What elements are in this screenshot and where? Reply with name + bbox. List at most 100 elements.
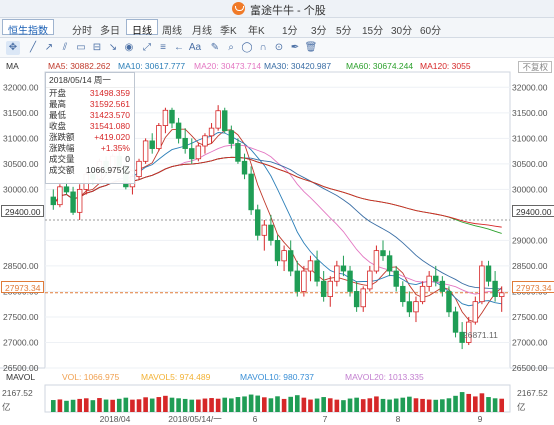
candle-body[interactable] bbox=[459, 331, 465, 343]
candle-body[interactable] bbox=[301, 270, 307, 292]
rect-icon[interactable]: ▭ bbox=[76, 42, 86, 53]
tab-index[interactable]: 恒生指数 bbox=[2, 19, 54, 37]
candle-body[interactable] bbox=[485, 265, 492, 282]
candle-body[interactable] bbox=[215, 110, 221, 129]
candle-body[interactable] bbox=[380, 250, 386, 257]
zoom-icon[interactable]: ⌕ bbox=[228, 42, 234, 53]
candle-body[interactable] bbox=[228, 130, 235, 144]
measure-icon[interactable]: ⊟ bbox=[92, 42, 102, 53]
candle-body[interactable] bbox=[367, 270, 373, 290]
candle-body[interactable] bbox=[419, 285, 426, 303]
crosshair-icon[interactable]: ✥ bbox=[6, 41, 20, 55]
tab-quarterly[interactable]: 季K bbox=[220, 26, 237, 37]
brush-icon[interactable]: ✎ bbox=[210, 42, 220, 53]
candle-body[interactable] bbox=[149, 140, 155, 149]
tab-3min[interactable]: 3分 bbox=[311, 26, 327, 37]
tab-daily[interactable]: 日线 bbox=[126, 19, 158, 37]
candle-body[interactable] bbox=[353, 291, 360, 308]
candle-body[interactable] bbox=[57, 186, 63, 206]
parallel-icon[interactable]: ⫽ bbox=[62, 42, 68, 53]
candle-body[interactable] bbox=[169, 109, 175, 124]
trash-icon[interactable]: 🗑 bbox=[304, 42, 318, 53]
candle-body[interactable] bbox=[76, 188, 83, 213]
adjust-mode-button[interactable]: 不复权 bbox=[518, 61, 552, 73]
candle-body[interactable] bbox=[208, 127, 215, 137]
volume-bar bbox=[275, 396, 280, 412]
candle-body[interactable] bbox=[433, 275, 439, 282]
candle-body[interactable] bbox=[175, 122, 182, 139]
candle-body[interactable] bbox=[406, 301, 413, 313]
lock-icon[interactable]: ⊙ bbox=[274, 42, 284, 53]
tab-weekly[interactable]: 周线 bbox=[162, 26, 182, 37]
tab-timeshare[interactable]: 分时 bbox=[72, 26, 92, 37]
tab-1min[interactable]: 1分 bbox=[282, 26, 298, 37]
candle-body[interactable] bbox=[142, 140, 149, 162]
candle-body[interactable] bbox=[222, 110, 228, 132]
candle-body[interactable] bbox=[360, 288, 366, 308]
candle-body[interactable] bbox=[373, 250, 380, 272]
text-tool-icon[interactable]: Aa bbox=[188, 42, 202, 53]
candle-body[interactable] bbox=[50, 196, 57, 206]
candle-body[interactable] bbox=[314, 260, 320, 282]
candle-body[interactable] bbox=[235, 143, 241, 162]
candle-body[interactable] bbox=[498, 292, 505, 297]
tab-60min[interactable]: 60分 bbox=[420, 26, 442, 37]
volume-bar bbox=[301, 397, 307, 412]
candle-body[interactable] bbox=[400, 285, 406, 303]
candle-body[interactable] bbox=[70, 191, 76, 213]
candle-body[interactable] bbox=[307, 260, 314, 272]
line-icon[interactable]: ╱ bbox=[29, 42, 37, 53]
candle-body[interactable] bbox=[334, 265, 340, 282]
candle-body[interactable] bbox=[393, 270, 399, 287]
pen-icon[interactable]: ✒ bbox=[290, 42, 300, 53]
trend-icon[interactable]: ⤢ bbox=[143, 42, 151, 53]
candle-body[interactable] bbox=[347, 270, 353, 292]
candle-body[interactable] bbox=[466, 321, 472, 343]
candlestick-chart[interactable]: 32000.00 31500.00 31000.00 30500.00 30000.00… bbox=[0, 58, 554, 425]
circle-icon[interactable]: ◯ bbox=[241, 42, 253, 53]
price-tick-label-left: 27500.00 bbox=[3, 312, 39, 322]
candle-body[interactable] bbox=[274, 240, 281, 262]
candle-body[interactable] bbox=[136, 160, 142, 178]
candle-body[interactable] bbox=[439, 280, 446, 292]
candle-body[interactable] bbox=[479, 265, 485, 303]
candle-body[interactable] bbox=[182, 137, 188, 149]
tab-5min[interactable]: 5分 bbox=[336, 26, 352, 37]
candle-body[interactable] bbox=[255, 209, 261, 236]
ray-icon[interactable]: ↗ bbox=[44, 42, 54, 53]
tab-multiday[interactable]: 多日 bbox=[100, 26, 120, 37]
candle-body[interactable] bbox=[156, 125, 162, 149]
candle-body[interactable] bbox=[452, 311, 459, 333]
eye-icon[interactable]: ◉ bbox=[124, 42, 134, 53]
left-arrow-icon[interactable]: ← bbox=[174, 42, 184, 53]
candle-body[interactable] bbox=[446, 291, 452, 313]
candle-body[interactable] bbox=[189, 148, 195, 160]
fib-icon[interactable]: ≡ bbox=[160, 42, 166, 53]
candle-body[interactable] bbox=[386, 255, 393, 272]
arrow-icon[interactable]: ↘ bbox=[108, 42, 118, 53]
price-tick-label: 30500.00 bbox=[512, 159, 548, 169]
candle-body[interactable] bbox=[472, 301, 479, 323]
candle-body[interactable] bbox=[281, 250, 287, 262]
candle-body[interactable] bbox=[248, 173, 254, 211]
candle-body[interactable] bbox=[492, 280, 498, 297]
tab-monthly[interactable]: 月线 bbox=[192, 26, 212, 37]
candle-body[interactable] bbox=[327, 280, 333, 297]
candle-body[interactable] bbox=[268, 224, 274, 241]
tab-30min[interactable]: 30分 bbox=[391, 26, 413, 37]
candle-body[interactable] bbox=[426, 275, 432, 287]
candle-body[interactable] bbox=[261, 224, 268, 236]
candle-body[interactable] bbox=[294, 270, 300, 292]
candle-body[interactable] bbox=[320, 280, 327, 297]
magnet-icon[interactable]: ∩ bbox=[259, 42, 267, 53]
tab-15min[interactable]: 15分 bbox=[362, 26, 384, 37]
candle-body[interactable] bbox=[340, 265, 347, 272]
tab-yearly[interactable]: 年K bbox=[248, 26, 265, 37]
candle-body[interactable] bbox=[195, 145, 202, 160]
candle-body[interactable] bbox=[202, 135, 208, 147]
candle-body[interactable] bbox=[413, 301, 419, 313]
candle-body[interactable] bbox=[287, 250, 294, 272]
candle-body[interactable] bbox=[63, 186, 70, 193]
candle-body[interactable] bbox=[162, 109, 169, 126]
candle-body[interactable] bbox=[241, 160, 248, 175]
